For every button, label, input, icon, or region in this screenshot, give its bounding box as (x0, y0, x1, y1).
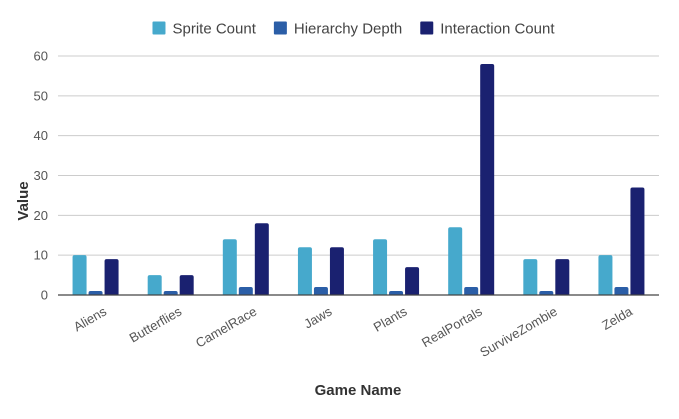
legend-item: Hierarchy Depth (273, 21, 402, 38)
bar-interaction-count-aliens (104, 259, 119, 295)
bar-interaction-count-butterflies (179, 275, 194, 295)
bar-hierarchy-depth-survivezombie (539, 291, 554, 295)
bar-interaction-count-realportals (480, 63, 495, 295)
bar-interaction-count-zelda (630, 187, 645, 295)
bar-hierarchy-depth-plants (389, 291, 404, 295)
legend-item: Interaction Count (420, 21, 555, 38)
bar-hierarchy-depth-zelda (614, 287, 629, 295)
y-axis-title: Value (15, 181, 32, 220)
bar-sprite-count-survivezombie (523, 259, 538, 295)
y-tick-label: 0 (41, 288, 48, 303)
legend-swatch (420, 21, 434, 35)
x-tick-label: SurviveZombie (477, 304, 560, 360)
bar-interaction-count-survivezombie (555, 259, 570, 295)
x-tick-label: Zelda (599, 303, 635, 333)
bar-hierarchy-depth-butterflies (163, 291, 178, 295)
x-tick-label: Plants (371, 303, 410, 334)
gridlines (58, 55, 659, 256)
bar-interaction-count-jaws (329, 247, 344, 295)
legend-swatch (273, 21, 287, 35)
x-tick-label: CamelRace (193, 304, 259, 351)
bar-hierarchy-depth-realportals (464, 287, 479, 295)
legend: Sprite Count Hierarchy Depth Interaction C… (152, 21, 555, 38)
x-tick-label: Jaws (301, 303, 335, 331)
legend-swatch (152, 21, 166, 35)
bar-hierarchy-depth-aliens (88, 291, 103, 295)
legend-label: Sprite Count (172, 21, 256, 38)
bar-sprite-count-plants (373, 239, 388, 295)
bars (58, 63, 659, 296)
y-tick-label: 10 (34, 248, 48, 263)
x-tick-label: Aliens (71, 303, 110, 334)
x-tick-label: RealPortals (419, 303, 485, 350)
bar-interaction-count-plants (405, 267, 420, 295)
legend-label: Interaction Count (440, 21, 555, 38)
bar-sprite-count-aliens (72, 255, 87, 295)
bar-sprite-count-jaws (297, 247, 312, 295)
y-tick-label: 60 (34, 49, 48, 64)
bar-sprite-count-butterflies (147, 275, 162, 295)
legend-label: Hierarchy Depth (294, 21, 402, 38)
y-tick-label: 30 (34, 168, 48, 183)
x-tick-label: Butterflies (127, 303, 185, 345)
bar-interaction-count-camelrace (254, 223, 269, 295)
y-axis-ticks: 0 10 20 30 40 50 60 (34, 49, 48, 303)
y-tick-label: 40 (34, 128, 48, 143)
bar-sprite-count-realportals (448, 227, 463, 295)
legend-item: Sprite Count (152, 21, 257, 38)
x-axis-title: Game Name (315, 382, 402, 399)
bar-hierarchy-depth-jaws (313, 287, 328, 295)
y-tick-label: 20 (34, 208, 48, 223)
x-axis-ticks: Aliens Butterflies CamelRace Jaws Plants Real… (71, 303, 636, 360)
y-tick-label: 50 (34, 88, 48, 103)
bar-sprite-count-zelda (598, 255, 613, 295)
bar-sprite-count-camelrace (222, 239, 237, 295)
bar-hierarchy-depth-camelrace (238, 287, 253, 295)
